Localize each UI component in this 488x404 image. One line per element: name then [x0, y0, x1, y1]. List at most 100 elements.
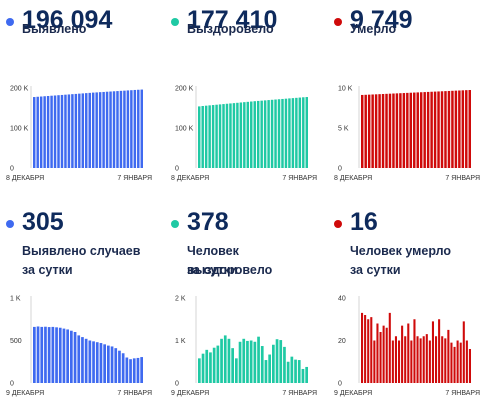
bar: [99, 343, 103, 383]
bar: [391, 340, 394, 383]
bar: [201, 106, 204, 168]
bar: [283, 346, 286, 384]
bar: [461, 90, 465, 168]
bar: [229, 103, 232, 168]
x-tick-label-start: 9 ДЕКАБРЯ: [6, 390, 44, 397]
bar: [388, 312, 391, 384]
bar: [126, 90, 130, 168]
bar: [204, 105, 208, 168]
bar: [373, 340, 376, 383]
x-tick-label-start: 9 ДЕКАБРЯ: [171, 390, 209, 397]
bar: [302, 97, 305, 168]
bar: [88, 340, 92, 383]
stat-label: Человек выздоровело: [187, 244, 273, 277]
bar: [118, 350, 121, 383]
bar: [222, 104, 225, 168]
y-tick-label: 200 K: [175, 86, 194, 93]
bar: [465, 340, 468, 383]
bar: [223, 335, 227, 383]
bar: [62, 328, 66, 383]
y-tick-label: 100 K: [175, 126, 194, 133]
bar: [297, 360, 301, 383]
bar: [33, 326, 36, 383]
bar: [136, 357, 140, 383]
bar: [294, 359, 297, 384]
stat-panel: 0 100 K 200 K 8 ДЕКАБРЯ 7 ЯНВАРЯ 196 094 Выявл…: [0, 0, 160, 202]
bar: [263, 100, 267, 168]
bar: [95, 92, 98, 168]
bar: [268, 354, 271, 383]
bar: [88, 92, 91, 168]
legend-dot: [334, 18, 342, 26]
bar: [398, 340, 401, 383]
bar: [85, 93, 88, 168]
bar: [212, 347, 216, 383]
bar: [73, 332, 77, 383]
bar: [98, 92, 102, 168]
bar: [450, 342, 453, 384]
bar: [246, 101, 250, 168]
legend-dot: [6, 220, 14, 228]
bar: [275, 339, 279, 383]
stat-value: 16: [350, 208, 378, 236]
bar: [51, 326, 55, 383]
bar: [40, 326, 44, 383]
bar: [462, 321, 465, 384]
bar: [216, 345, 220, 383]
stat-value: 177 410: [187, 6, 278, 34]
bar: [225, 103, 229, 168]
bar: [64, 94, 67, 168]
stat-panel: 0 500 1 K 9 ДЕКАБРЯ 7 ЯНВАРЯ 305 Выявлено случ…: [0, 202, 160, 404]
bar: [407, 323, 410, 383]
bar: [364, 315, 367, 383]
legend-dot: [171, 18, 179, 26]
bar: [125, 357, 129, 383]
bar: [215, 104, 218, 168]
bar: [401, 325, 404, 384]
bar: [53, 95, 57, 168]
x-tick-label-end: 7 ЯНВАРЯ: [282, 175, 317, 182]
y-tick-label: 500: [10, 338, 22, 345]
bar: [288, 98, 291, 168]
bar: [298, 97, 302, 168]
stat-value: 196 094: [22, 6, 113, 34]
bar: [468, 349, 471, 383]
bar: [438, 319, 441, 383]
bar: [132, 358, 136, 383]
bar: [58, 327, 62, 383]
y-tick-label: 5 K: [338, 126, 349, 133]
bar: [102, 91, 105, 168]
bar: [453, 346, 456, 384]
stat-label: Выявлено: [22, 22, 87, 36]
y-tick-label: 0: [10, 381, 14, 388]
bar: [66, 329, 69, 383]
x-tick-label-start: 8 ДЕКАБРЯ: [171, 175, 209, 182]
bar: [437, 91, 440, 168]
bar: [112, 91, 116, 168]
bar: [105, 91, 109, 168]
bar: [409, 92, 413, 168]
bar: [440, 91, 444, 168]
bar: [419, 338, 422, 384]
bar: [57, 95, 60, 168]
bar: [361, 312, 364, 384]
bar: [301, 368, 305, 383]
bar: [119, 90, 123, 168]
bar: [253, 341, 257, 383]
bar: [47, 327, 51, 383]
bar: [211, 105, 215, 168]
bar: [435, 336, 438, 383]
bar: [253, 101, 256, 168]
bar: [249, 340, 253, 383]
y-tick-label: 1 K: [175, 338, 186, 345]
bar: [121, 353, 125, 383]
bar: [444, 338, 447, 384]
bar: [43, 96, 46, 168]
bar: [423, 92, 426, 168]
bar: [109, 91, 112, 168]
bar: [257, 336, 260, 383]
bar: [84, 338, 88, 383]
bar: [468, 90, 471, 168]
bar: [50, 95, 53, 168]
bar: [379, 332, 382, 383]
